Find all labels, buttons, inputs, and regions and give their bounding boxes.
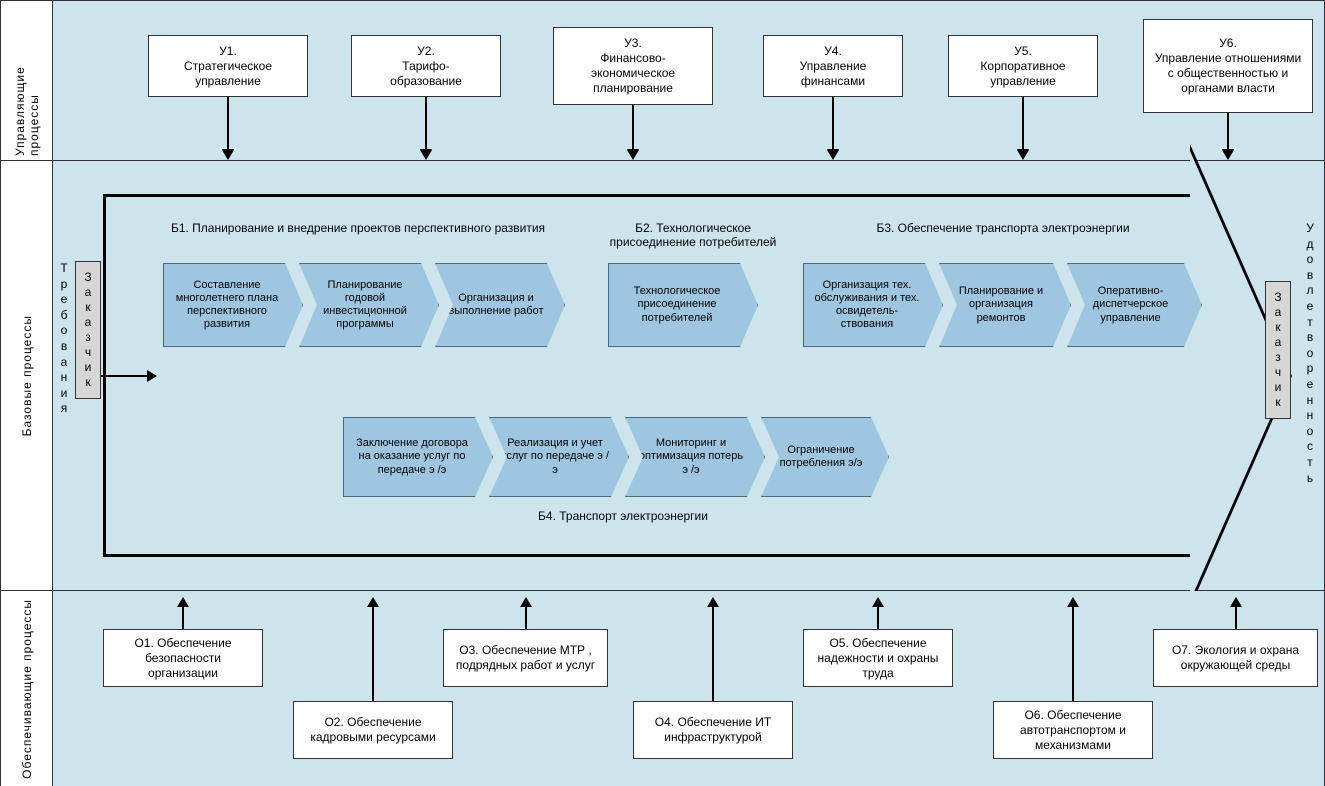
chevron-top-2: Планирование годовой инвестиционной прог…	[299, 263, 439, 347]
row3-label: Обеспечивающие процессы	[1, 591, 53, 786]
support-box-7: О7. Экология и охрана окружающей среды	[1153, 629, 1318, 687]
mgmt-box-4: У4.Управление финансами	[763, 35, 903, 97]
row2-label: Базовые процессы	[1, 161, 53, 590]
row-core: Базовые процессы Требования Заказчик Заказ…	[1, 161, 1324, 591]
row-support: Обеспечивающие процессы О1. Обеспечение …	[1, 591, 1324, 786]
support-box-3: О3. Обеспечение МТР , подрядных работ и …	[443, 629, 608, 687]
chevron-top-1: Составление многолетнего плана перспекти…	[163, 263, 303, 347]
row1-label: Управляющие процессы	[1, 1, 53, 160]
row-management: Управляющие процессы У1.Стратегическое у…	[1, 1, 1324, 161]
support-box-5: О5. Обеспечение надежности и охраны труд…	[803, 629, 953, 687]
chevron-top-7: Оперативно-диспетчерское управление	[1067, 263, 1202, 347]
left-customer-box: Заказчик	[75, 261, 101, 399]
mgmt-box-5: У5.Корпоративное управление	[948, 35, 1098, 97]
support-box-4: О4. Обеспечение ИТ инфраструктурой	[633, 701, 793, 759]
process-diagram: Управляющие процессы У1.Стратегическое у…	[0, 0, 1325, 786]
section-b2: Б2. Технологическое присоединение потреб…	[593, 221, 793, 249]
left-entry-arrow	[101, 375, 156, 377]
chevron-bot-2: Реализация и учет услуг по передаче э /э	[489, 417, 629, 497]
chevron-bot-1: Заключение договора на оказание услуг по…	[343, 417, 493, 497]
mgmt-box-1: У1.Стратегическое управление	[148, 35, 308, 97]
section-b3: Б3. Обеспечение транспорта электроэнерги…	[833, 221, 1173, 235]
chevron-bot-3: Мониторинг и оптимизация потерь э /э	[625, 417, 765, 497]
right-customer-box: Заказчик	[1265, 281, 1291, 419]
support-box-1: О1. Обеспечение безопасности организации	[103, 629, 263, 687]
chevron-bot-4: Ограничение потребления э/э	[761, 417, 889, 497]
section-b4: Б4. Транспорт электроэнергии	[473, 509, 773, 523]
left-requirements: Требования	[57, 261, 71, 417]
chevron-top-6: Планирование и организация ремонтов	[939, 263, 1071, 347]
right-satisfaction: Удовлетворенность	[1303, 221, 1317, 486]
chevron-top-3: Организация и выполнение работ	[435, 263, 565, 347]
support-box-2: О2. Обеспечение кадровыми ресурсами	[293, 701, 453, 759]
chevron-top-5: Организация тех. обслуживания и тех. осв…	[803, 263, 943, 347]
mgmt-box-3: У3.Финансово-экономическое планирование	[553, 27, 713, 105]
chevron-top-4: Технологическое присоединение потребител…	[608, 263, 758, 347]
mgmt-box-6: У6.Управление отношениями с общественнос…	[1143, 19, 1313, 113]
mgmt-box-2: У2.Тарифо-образование	[351, 35, 501, 97]
section-b1: Б1. Планирование и внедрение проектов пе…	[168, 221, 548, 235]
support-box-6: О6. Обеспечение автотранспортом и механи…	[993, 701, 1153, 759]
